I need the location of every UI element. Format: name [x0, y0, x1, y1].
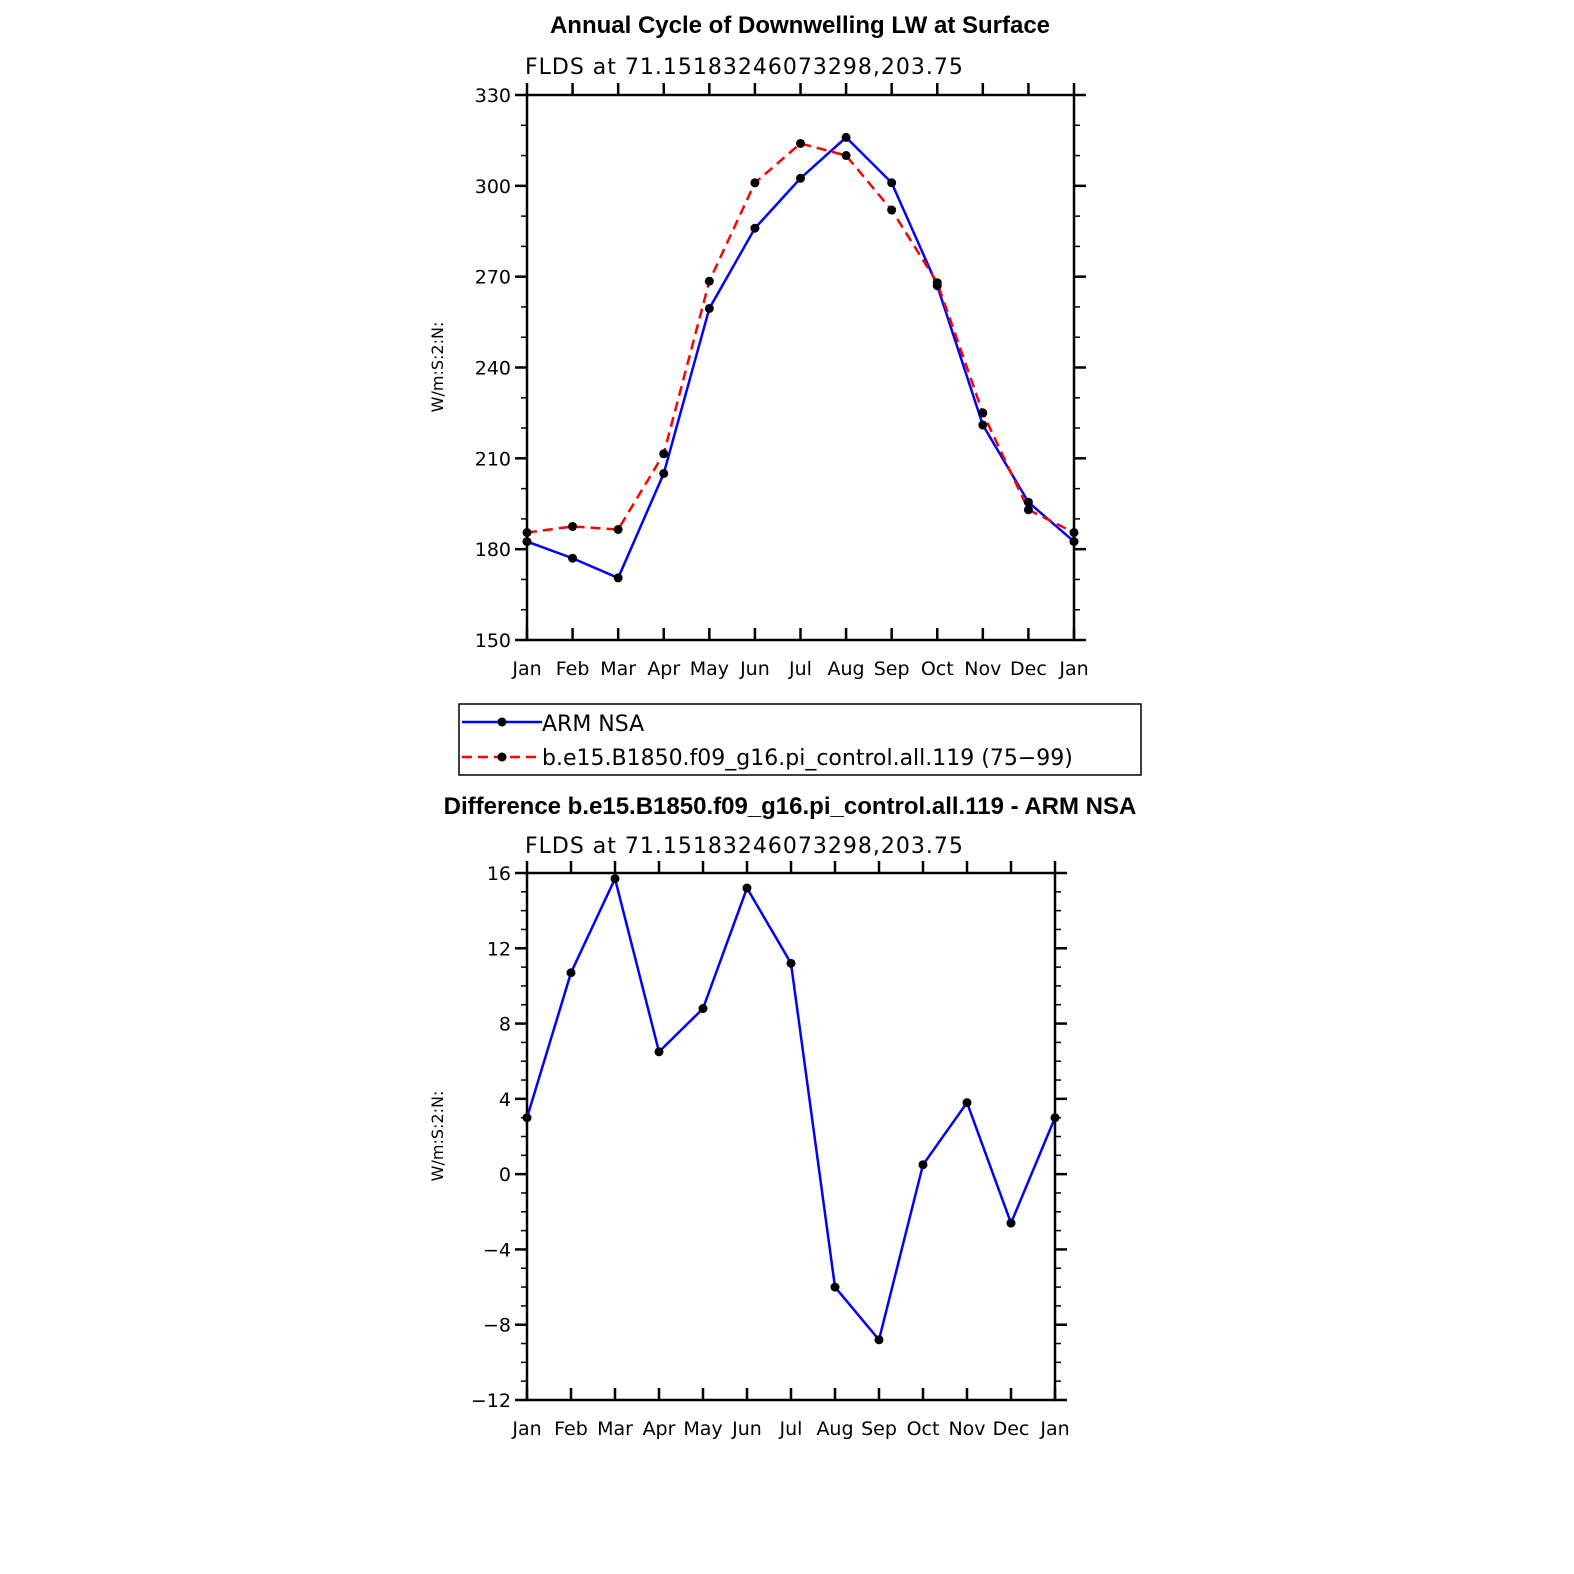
chart-1-xtick-label: Apr: [647, 658, 680, 680]
chart-1-series-1-point: [568, 521, 578, 531]
chart-2-xtick-label: Jun: [731, 1418, 762, 1440]
chart-1-xtick-label: Jun: [739, 658, 770, 680]
chart-2-xtick-label: Jan: [1039, 1418, 1069, 1440]
chart-2-series-0-point: [830, 1282, 840, 1292]
legend: ARM NSA b.e15.B1850.f09_g16.pi_control.a…: [458, 703, 1142, 776]
chart-1-series-1-point: [613, 524, 623, 534]
chart-2-ytick-label: 4: [499, 1089, 511, 1111]
chart-2-subtitle: FLDS at 71.15183246073298,203.75: [525, 834, 964, 859]
chart-1-ytick-label: 150: [475, 630, 511, 652]
chart-2-series-0-point: [918, 1160, 928, 1170]
chart-2-series-0-point: [786, 958, 796, 968]
chart-1-series-0-line: [526, 135, 1075, 580]
chart-2-title: Difference b.e15.B1850.f09_g16.pi_contro…: [444, 793, 1137, 820]
chart-2-xtick-label: Mar: [597, 1418, 633, 1440]
chart-1-ytick-label: 270: [475, 267, 511, 289]
chart-2-series-0-point: [610, 874, 620, 884]
chart-1-series-0-point: [796, 173, 805, 183]
chart-1-title: Annual Cycle of Downwelling LW at Surfac…: [550, 12, 1050, 39]
chart-1-xtick-label: Feb: [556, 658, 590, 680]
chart-2-series-0-point: [742, 883, 752, 893]
chart-1-ylabel: W/m:S:2:N:: [428, 322, 447, 413]
chart-1-ytick-label: 180: [475, 539, 511, 561]
chart-1-xtick-label: Jan: [511, 658, 541, 680]
chart-1-series-0-point: [568, 553, 578, 563]
chart-2-series-0-point: [874, 1335, 884, 1345]
chart-2-ylabel: W/m:S:2:N:: [428, 1091, 447, 1182]
chart-2-ytick-label: −12: [471, 1390, 511, 1412]
chart-1-series-0-point: [704, 303, 714, 313]
chart-2-xtick-label: May: [683, 1418, 722, 1440]
chart-1-xtick-label: Sep: [874, 658, 910, 680]
chart-1-series-0-point: [841, 132, 851, 142]
chart-2-ytick-label: 8: [499, 1014, 511, 1036]
chart-2-series-0-point: [1006, 1218, 1016, 1228]
chart-1-xtick-label: Oct: [921, 658, 954, 680]
legend-marker-arm-nsa: [497, 717, 507, 727]
chart-2-ytick-label: 16: [487, 863, 511, 885]
chart-1-series-1-point: [750, 178, 760, 188]
chart-1-series-0-point: [522, 537, 532, 547]
chart-1-series-1-line: [526, 142, 1075, 534]
chart-2-series-0-line: [525, 874, 1057, 1343]
chart-1-plot-area: Jan Feb Mar Apr May Jun Jul Aug Sep Oct Nov Dec Jan1…: [475, 83, 1089, 680]
chart-1-series-0-point: [750, 223, 760, 233]
chart-1-series-0-point: [659, 468, 669, 478]
chart-2-xtick-label: Jan: [511, 1418, 541, 1440]
legend-label-arm-nsa: ARM NSA: [542, 712, 644, 737]
chart-1-ytick-label: 330: [475, 85, 511, 107]
chart-2-xtick-label: Nov: [948, 1418, 985, 1440]
chart-1-ytick-label: 300: [475, 176, 511, 198]
chart-2-xtick-label: Sep: [861, 1418, 897, 1440]
chart-1-series-1-point: [978, 408, 988, 418]
chart-1-series-1-point: [796, 138, 805, 148]
chart-1-xtick-label: Aug: [828, 658, 865, 680]
chart-1-series-1-point: [841, 151, 851, 161]
chart-1-subtitle: FLDS at 71.15183246073298,203.75: [525, 55, 964, 80]
chart-2-series-0-point: [566, 968, 576, 978]
chart-2-series-0-point: [698, 1004, 708, 1014]
chart-2-ytick-label: 0: [499, 1164, 511, 1186]
chart-1-series-0-point: [613, 573, 623, 583]
legend-box: [458, 703, 1142, 776]
chart-1-xtick-label: Jan: [1058, 658, 1088, 680]
chart-2-series-0-point: [654, 1047, 664, 1057]
chart-2-xtick-label: Aug: [816, 1418, 853, 1440]
chart-1-series-1-point: [522, 528, 532, 538]
legend-marker-model: [497, 752, 507, 762]
chart-2-plot-area: Jan Feb Mar Apr May Jun Jul Aug Sep Oct Nov Dec Jan−…: [471, 861, 1070, 1440]
chart-2-frame: [525, 871, 1057, 1402]
chart-1-series-1-point: [704, 276, 714, 286]
chart-1-series-1-point: [1023, 505, 1033, 515]
chart-1-series-0-point: [978, 420, 988, 430]
chart-2-xtick-label: Apr: [643, 1418, 676, 1440]
chart-2-xtick-label: Oct: [907, 1418, 940, 1440]
chart-1-ytick-label: 240: [475, 358, 511, 380]
chart-1-series-1-point: [1069, 528, 1079, 538]
chart-1-xtick-label: Mar: [600, 658, 636, 680]
chart-1-series-0-point: [1023, 497, 1033, 507]
chart-1-series-0-point: [1069, 537, 1079, 547]
chart-1-ytick-label: 210: [475, 448, 511, 470]
chart-2-xtick-label: Dec: [993, 1418, 1030, 1440]
chart-1-series-1-point: [887, 205, 897, 215]
chart-2-ytick-label: −8: [483, 1315, 511, 1337]
chart-2-ytick-label: 12: [487, 938, 511, 960]
chart-1-xtick-label: Nov: [964, 658, 1001, 680]
legend-label-model: b.e15.B1850.f09_g16.pi_control.all.119 (…: [542, 746, 1073, 771]
chart-1-series-1-point: [932, 278, 942, 288]
chart-1-xtick-label: Dec: [1010, 658, 1047, 680]
chart-2-series-0-point: [522, 1113, 532, 1123]
chart-2-xtick-label: Feb: [554, 1418, 588, 1440]
chart-2-xtick-label: Jul: [779, 1418, 803, 1440]
chart-2-ytick-label: −4: [483, 1239, 511, 1261]
chart-1-series-0-point: [887, 178, 897, 188]
chart-1-series-1-point: [659, 449, 669, 459]
chart-2-series-0-point: [962, 1098, 972, 1108]
chart-2-series-0-point: [1050, 1113, 1060, 1123]
chart-1-xtick-label: Jul: [788, 658, 812, 680]
chart-1-xtick-label: May: [690, 658, 729, 680]
